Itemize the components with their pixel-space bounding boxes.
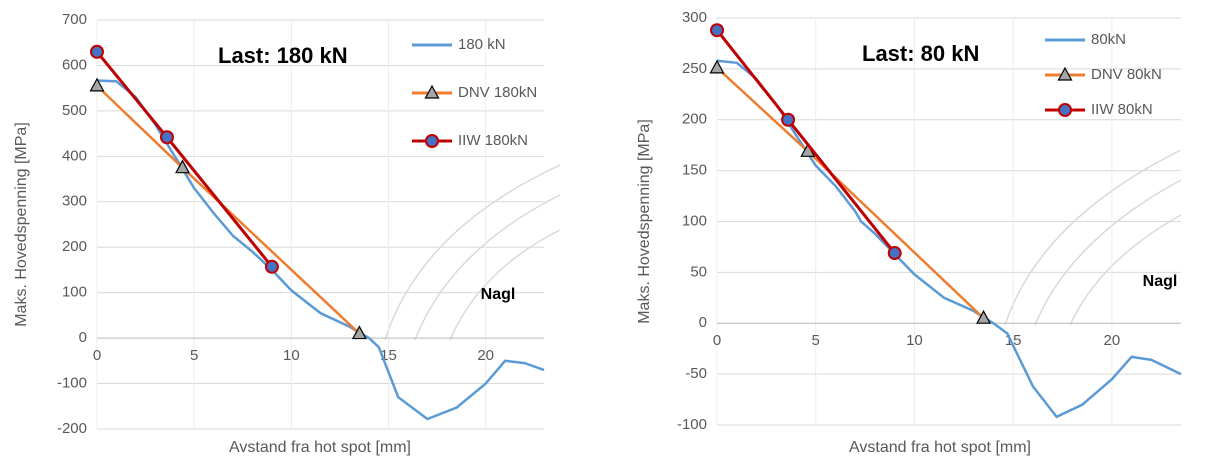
series-line <box>96 84 361 335</box>
y-tick-label: 100 <box>62 284 87 301</box>
y-tick-label: 300 <box>682 9 707 26</box>
legend-label: 180 kN <box>458 36 506 53</box>
marker <box>1058 103 1072 117</box>
decor-dome <box>384 149 1182 341</box>
x-tick-label: 0 <box>93 347 101 364</box>
y-tick-label: 500 <box>62 102 87 119</box>
y-tick-label: 0 <box>699 314 707 331</box>
marker <box>709 59 725 74</box>
y-tick-label: 200 <box>682 111 707 128</box>
y-axis-title: Maks. Hovedspenning [MPa] <box>636 119 653 324</box>
marker <box>781 112 796 127</box>
marker <box>159 130 174 145</box>
dome-arc <box>449 229 561 341</box>
dome-arc <box>414 194 561 341</box>
series-line <box>95 50 274 268</box>
x-axis-title: Avstand fra hot spot [mm] <box>229 439 411 456</box>
dome-arc <box>1004 149 1182 326</box>
marker <box>175 159 191 174</box>
dome-arc <box>384 164 561 341</box>
x-tick-label: 20 <box>477 347 494 364</box>
marker <box>90 44 104 59</box>
annotation: Nagl <box>481 286 516 303</box>
series-line <box>716 66 985 320</box>
x-tick-label: 10 <box>906 332 923 349</box>
legend-label: DNV 80kN <box>1091 66 1162 83</box>
annotation: Last: 80 kN <box>862 41 979 66</box>
x-axis-title: Avstand fra hot spot [mm] <box>849 439 1031 456</box>
annotation: Nagl <box>1143 273 1178 290</box>
legend-label: IIW 80kN <box>1091 101 1153 118</box>
marker <box>425 134 439 148</box>
marker <box>264 259 279 274</box>
y-tick-label: 50 <box>690 263 707 280</box>
marker <box>710 23 724 38</box>
y-tick-label: 300 <box>62 193 87 210</box>
x-tick-label: 0 <box>713 332 721 349</box>
y-tick-label: 100 <box>682 212 707 229</box>
annotation: Last: 180 kN <box>218 43 348 68</box>
y-tick-label: -50 <box>685 365 707 382</box>
x-tick-label: 10 <box>283 347 300 364</box>
legend-label: IIW 180kN <box>458 132 528 149</box>
legend-label: 80kN <box>1091 31 1126 48</box>
y-tick-label: -100 <box>677 416 707 433</box>
y-tick-label: 600 <box>62 56 87 73</box>
y-tick-label: 400 <box>62 147 87 164</box>
marker <box>887 246 902 261</box>
y-tick-label: 250 <box>682 60 707 77</box>
y-tick-label: -100 <box>57 375 87 392</box>
legend-label: DNV 180kN <box>458 84 537 101</box>
marker <box>1057 66 1073 81</box>
y-tick-label: 150 <box>682 162 707 179</box>
x-tick-label: 20 <box>1104 332 1121 349</box>
marker <box>976 309 992 324</box>
marker <box>351 325 367 340</box>
y-tick-label: 200 <box>62 238 87 255</box>
dome-arc <box>1034 179 1182 326</box>
marker <box>424 84 440 99</box>
marker <box>89 77 105 92</box>
x-tick-label: 5 <box>190 347 198 364</box>
x-tick-label: 5 <box>812 332 820 349</box>
y-tick-label: 700 <box>62 11 87 28</box>
y-tick-label: -200 <box>57 420 87 437</box>
dome-arc <box>1069 214 1182 326</box>
y-tick-label: 0 <box>79 329 87 346</box>
y-axis-title: Maks. Hovedspenning [MPa] <box>13 122 30 327</box>
